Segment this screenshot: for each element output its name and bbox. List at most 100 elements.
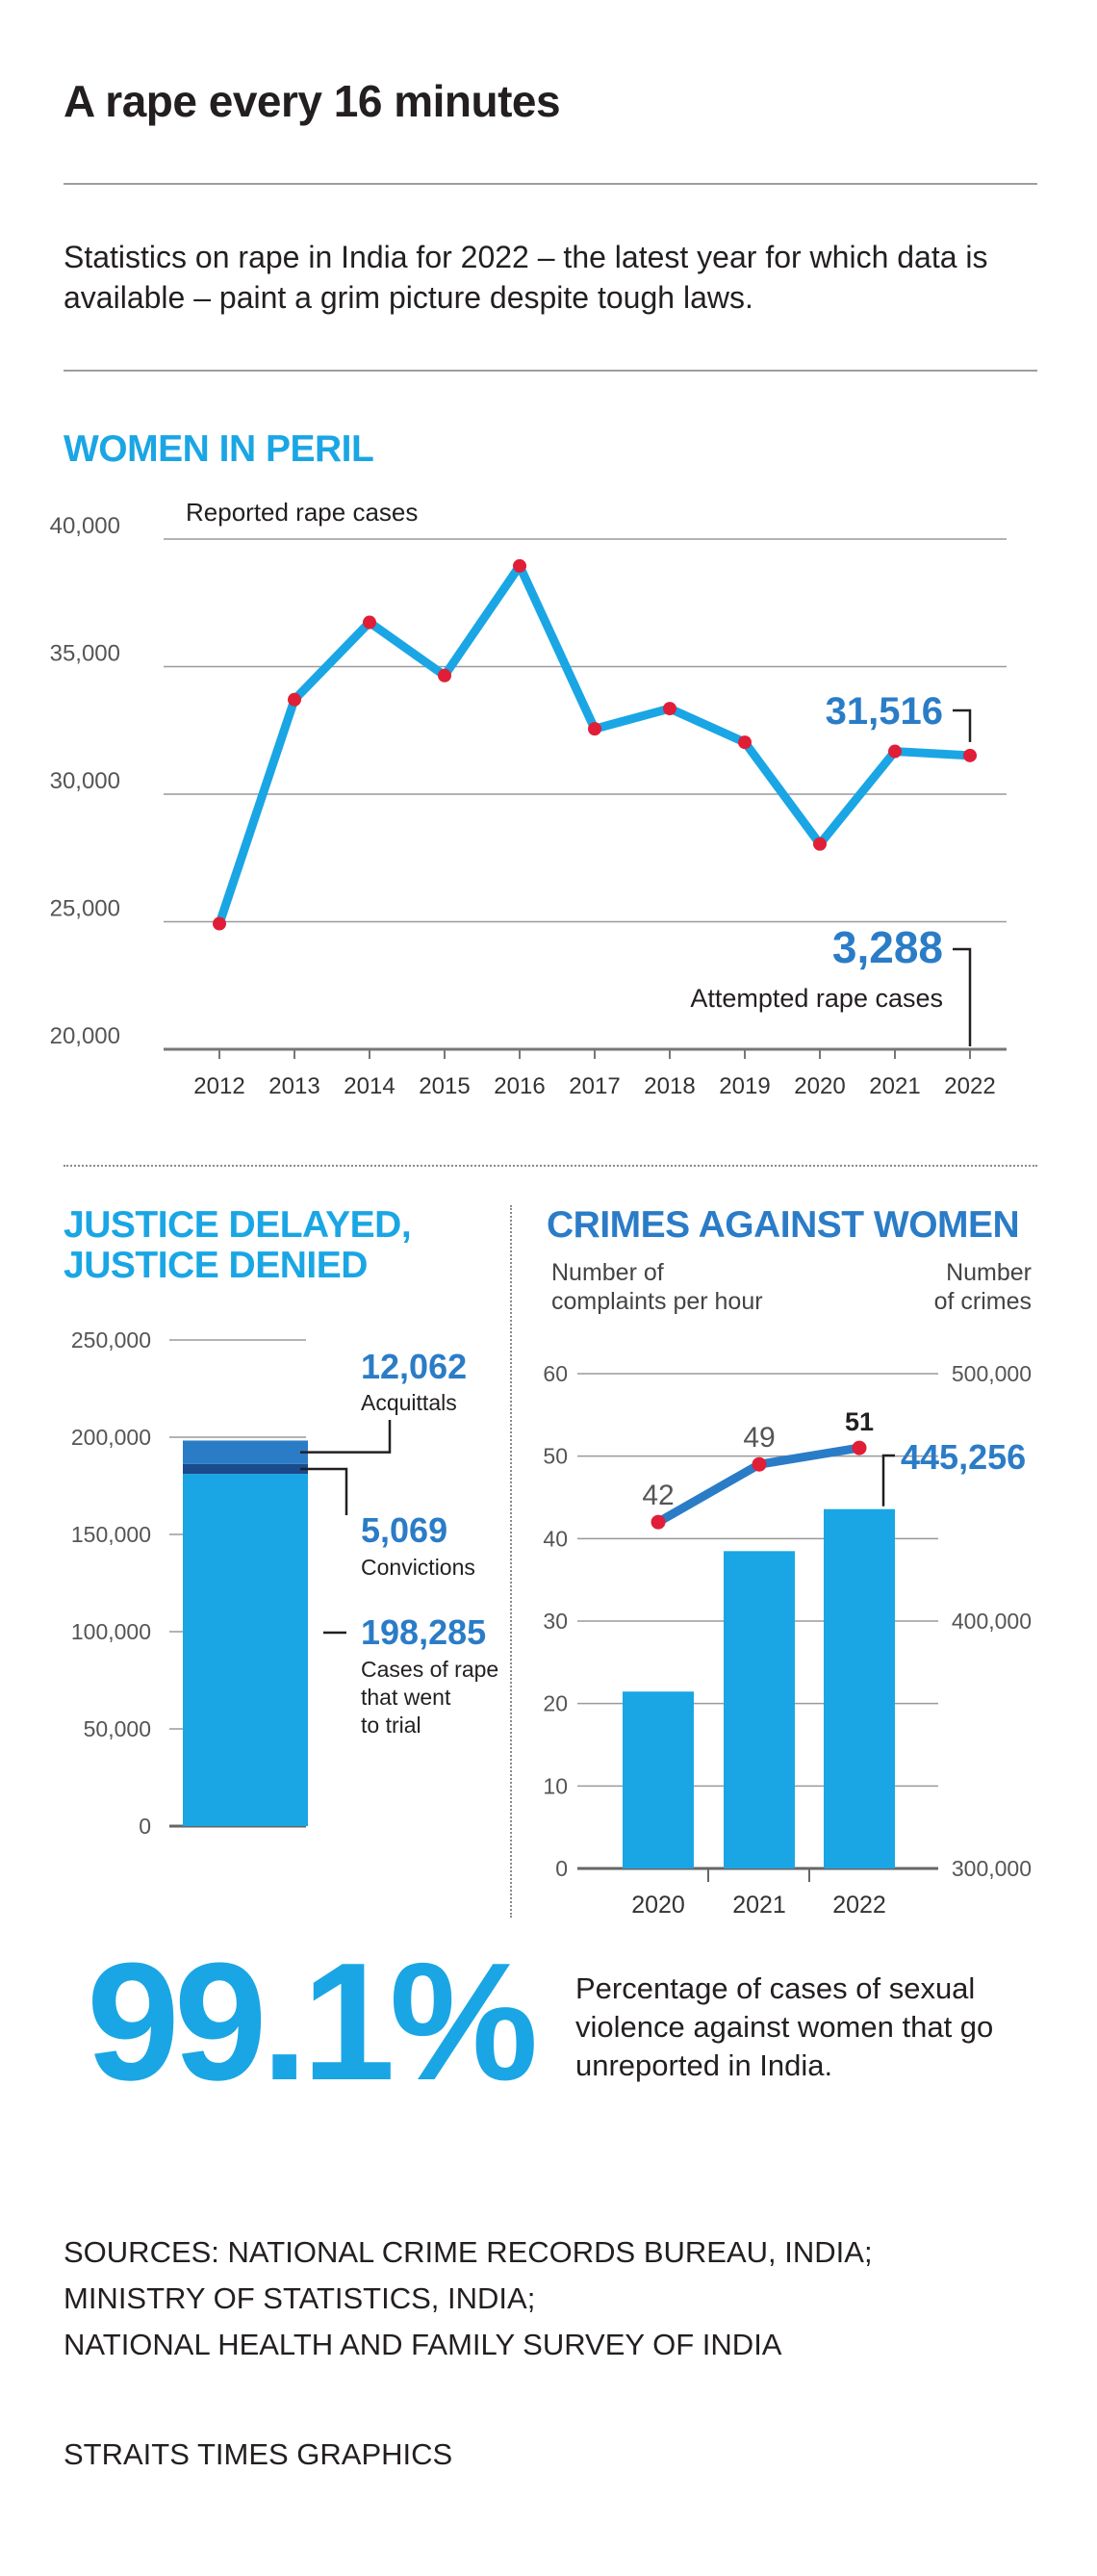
data-point <box>588 722 601 736</box>
left-y-tick-label: 50 <box>543 1444 568 1469</box>
complaints-value-label: 51 <box>845 1407 874 1436</box>
source-line: NATIONAL HEALTH AND FAMILY SURVEY OF IND… <box>64 2328 782 2361</box>
convictions-value-label: 5,069 <box>361 1510 447 1550</box>
y-tick-label: 0 <box>139 1814 151 1839</box>
section-heading-women-in-peril: WOMEN IN PERIL <box>64 428 374 470</box>
annotation-bracket <box>881 1454 895 1507</box>
y-tick-label: 40,000 <box>50 513 120 539</box>
data-point <box>813 837 827 851</box>
data-point <box>513 558 526 573</box>
acquittals-label: Acquittals <box>361 1390 457 1415</box>
section-heading-justice: JUSTICE DELAYED, JUSTICE DENIED <box>64 1204 412 1286</box>
y-tick-label: 150,000 <box>71 1522 151 1547</box>
complaints-value-label: 42 <box>642 1480 674 1511</box>
left-axis-title: Number of <box>551 1261 664 1286</box>
section-heading-line: JUSTICE DELAYED, <box>64 1204 412 1246</box>
line-chart-series <box>215 561 975 929</box>
acquittals-leader <box>300 1420 392 1454</box>
data-point <box>738 735 752 750</box>
credit: STRAITS TIMES GRAPHICS <box>64 2437 453 2471</box>
left-y-tick-label: 0 <box>555 1856 568 1881</box>
bar-segment-pending-trial <box>183 1474 308 1826</box>
big-stat-description: Percentage of cases of sexual violence a… <box>575 1971 994 2082</box>
x-tick-label: 2016 <box>494 1073 545 1099</box>
x-tick-label: 2021 <box>732 1892 786 1919</box>
page-title: A rape every 16 minutes <box>64 76 561 126</box>
x-tick-label: 2020 <box>631 1892 685 1919</box>
y-tick-label: 30,000 <box>50 768 120 794</box>
column-separator <box>510 1205 512 1918</box>
x-tick-label: 2015 <box>419 1073 470 1099</box>
x-tick-label: 2014 <box>344 1073 395 1099</box>
y-tick-label: 20,000 <box>50 1023 120 1049</box>
sources: SOURCES: NATIONAL CRIME RECORDS BUREAU, … <box>64 2229 873 2368</box>
x-tick-label: 2022 <box>944 1073 995 1099</box>
trial-label: Cases of rape <box>361 1657 498 1682</box>
x-tick-label: 2013 <box>268 1073 319 1099</box>
big-stat-value: 99.1% <box>87 1927 538 2115</box>
right-y-tick-label: 300,000 <box>952 1856 1032 1881</box>
crimes-bar <box>824 1508 895 1868</box>
data-point <box>213 916 226 931</box>
data-point <box>888 744 902 759</box>
section-heading-line: JUSTICE DENIED <box>64 1245 368 1286</box>
left-y-tick-label: 60 <box>543 1361 568 1386</box>
y-tick-label: 250,000 <box>71 1327 151 1352</box>
bar-segment-convictions <box>183 1463 308 1475</box>
x-tick-label: 2012 <box>193 1073 244 1099</box>
annotation-value-label: 31,516 <box>826 690 943 733</box>
annotation-bracket <box>953 708 972 742</box>
trial-label: that went <box>361 1685 451 1710</box>
intro-text: Statistics on rape in India for 2022 – t… <box>64 240 988 315</box>
left-y-tick-label: 30 <box>543 1609 568 1634</box>
justice-stacked-bar-chart: 0 50,000 100,000 150,000 200,000 250,000 12,0… <box>71 1327 498 1839</box>
annotation-attempted-value: 3,288 <box>832 922 943 972</box>
crimes-bar <box>623 1691 694 1868</box>
left-axis-title: complaints per hour <box>551 1288 763 1315</box>
left-y-tick-label: 40 <box>543 1526 568 1551</box>
acquittals-value-label: 12,062 <box>361 1347 467 1386</box>
complaints-point <box>852 1440 867 1455</box>
y-tick-label: 100,000 <box>71 1619 151 1644</box>
right-y-tick-label: 400,000 <box>952 1609 1032 1634</box>
divider <box>64 370 1037 372</box>
data-point <box>663 702 676 716</box>
annotation-attempted-label: Attempted rape cases <box>690 984 943 1013</box>
data-point <box>438 668 451 683</box>
annotation-bracket <box>953 947 972 1046</box>
annotation-value-label: 445,256 <box>901 1437 1026 1477</box>
crimes-bar <box>724 1551 795 1868</box>
right-y-tick-label: 500,000 <box>952 1361 1032 1386</box>
x-tick-label: 2017 <box>569 1073 620 1099</box>
line-chart-y-label: Reported rape cases <box>186 498 418 527</box>
right-axis-title: Number <box>946 1261 1032 1286</box>
complaints-value-label: 49 <box>743 1422 775 1454</box>
convictions-label: Convictions <box>361 1555 475 1580</box>
x-tick-label: 2019 <box>719 1073 770 1099</box>
divider <box>64 183 1037 185</box>
y-tick-label: 35,000 <box>50 641 120 667</box>
source-line: SOURCES: NATIONAL CRIME RECORDS BUREAU, … <box>64 2235 873 2269</box>
source-line: MINISTRY OF STATISTICS, INDIA; <box>64 2281 536 2315</box>
x-tick-label: 2022 <box>832 1892 886 1919</box>
y-tick-label: 50,000 <box>84 1716 151 1741</box>
section-separator <box>64 1165 1037 1167</box>
x-tick-label: 2018 <box>644 1073 695 1099</box>
complaints-point <box>752 1456 767 1472</box>
x-tick-label: 2020 <box>794 1073 845 1099</box>
rape-cases-line-chart: Reported rape cases 20,000 25,000 30,000 35… <box>50 498 1007 1099</box>
trial-value-label: 198,285 <box>361 1612 486 1652</box>
y-tick-label: 25,000 <box>50 896 120 922</box>
section-heading-crimes-against-women: CRIMES AGAINST WOMEN <box>547 1204 1020 1246</box>
data-point <box>288 692 301 707</box>
convictions-leader <box>300 1467 348 1515</box>
data-point <box>363 615 376 630</box>
bar-segment-acquittals <box>183 1440 308 1464</box>
trial-label: to trial <box>361 1713 421 1738</box>
right-axis-title: of crimes <box>934 1288 1032 1315</box>
x-tick-label: 2021 <box>869 1073 920 1099</box>
left-y-tick-label: 20 <box>543 1691 568 1716</box>
left-y-tick-label: 10 <box>543 1773 568 1798</box>
complaints-point <box>651 1514 666 1530</box>
